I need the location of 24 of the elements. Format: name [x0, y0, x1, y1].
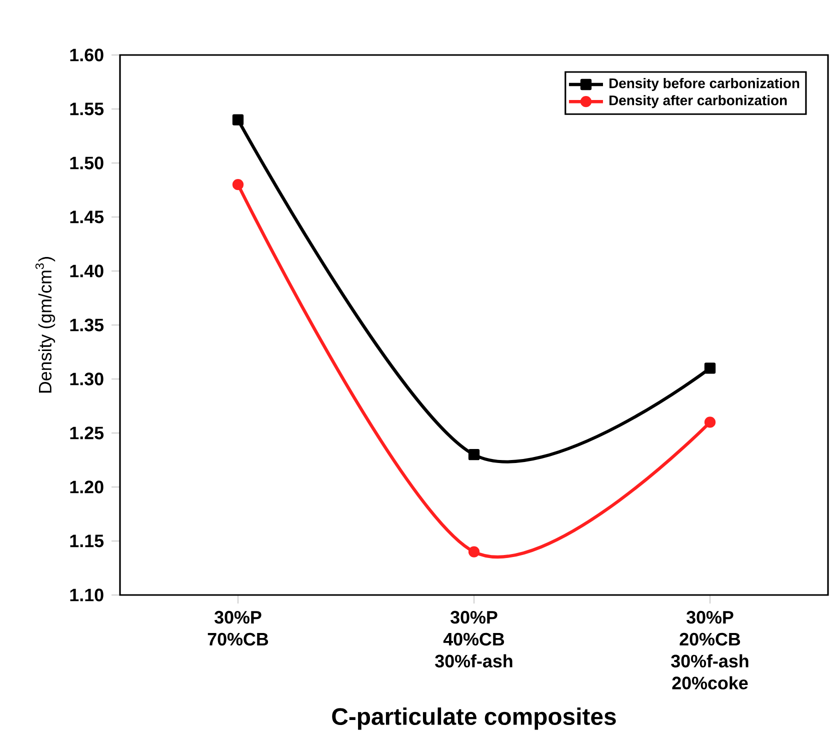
point [468, 546, 480, 558]
y-tick-label: 1.40 [70, 264, 104, 278]
y-tick-label: 1.20 [70, 480, 104, 494]
point [468, 449, 480, 460]
legend-label: Density before carbonization [610, 78, 800, 91]
y-tick-label: 1.30 [70, 372, 104, 386]
y-tick-label: 1.50 [70, 156, 104, 170]
x-tick-label: 30%P 40%CB 30%f-ash [435, 610, 512, 668]
x-axis-title: C-particulate composites [332, 707, 616, 730]
y-tick-label: 1.10 [70, 588, 104, 602]
point [232, 179, 244, 190]
x-tick-label: 30%P 20%CB 30%f-ash 20%coke [671, 610, 748, 690]
y-tick-label: 1.35 [70, 318, 104, 332]
y-tick-label: 1.45 [70, 210, 104, 224]
point [704, 416, 716, 428]
legend-label: Density after carbonization [610, 95, 787, 108]
y-tick-label: 1.60 [70, 48, 104, 62]
y-tick-label: 1.25 [70, 426, 104, 440]
y-tick-label: 1.55 [70, 102, 104, 116]
x-tick-label: 30%P 70%CB [208, 610, 268, 646]
point [704, 362, 716, 374]
y-tick-label: 1.15 [70, 534, 104, 548]
point [232, 114, 244, 126]
y-axis-title: Density (gm/cm$^{3}$) [35, 257, 56, 393]
